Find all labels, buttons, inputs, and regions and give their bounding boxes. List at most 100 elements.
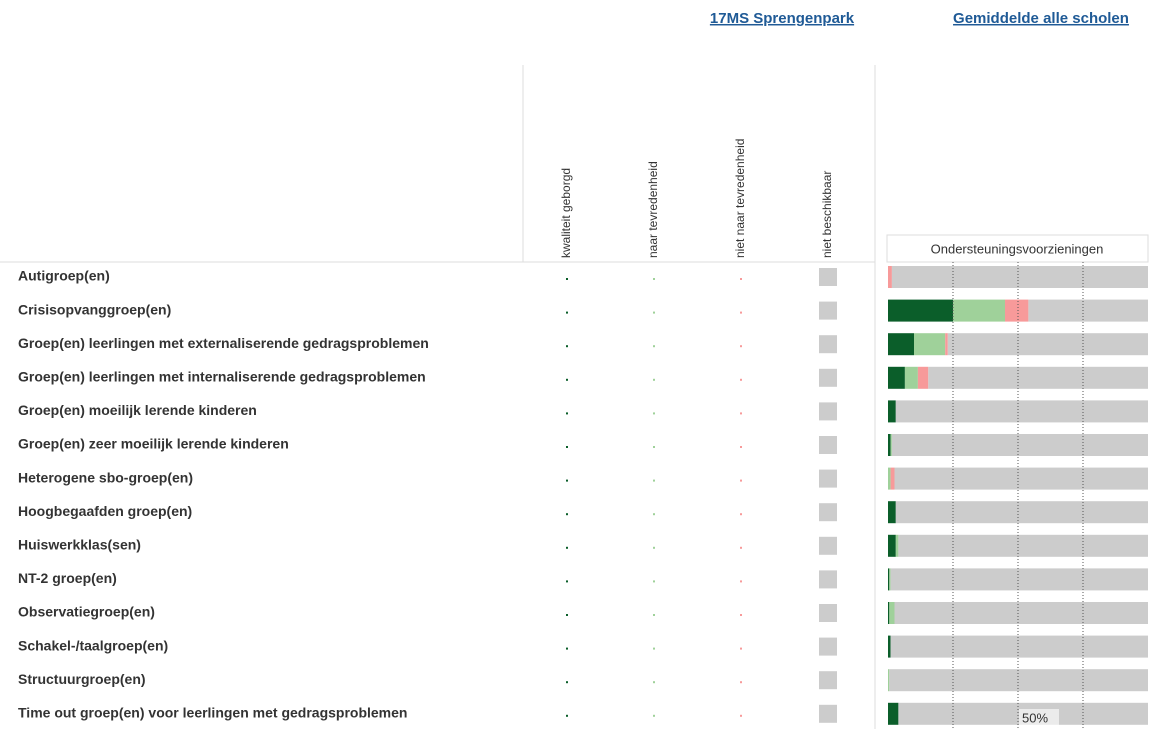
indicator-box [819,604,837,622]
indicator-dot [740,378,742,381]
indicator-box [819,536,837,555]
bar-segment [898,534,1148,557]
bar-segment [947,333,1148,356]
indicator-dot [740,311,742,314]
bar-segment [888,635,891,658]
indicator-dot [653,580,655,583]
category-label: Heterogene sbo-groep(en) [18,469,193,485]
indicator-box [819,335,837,354]
indicator-dot [566,580,568,583]
bar-segment [889,602,895,624]
indicator-box [819,436,837,454]
bar-segment [890,568,1148,591]
bar-segment [888,366,905,389]
bar-segment [914,333,946,356]
bar-segment [894,467,1148,490]
indicator-dot [740,614,742,616]
bar-segment [891,266,1148,288]
indicator-dot [566,614,568,616]
category-label: Groep(en) moeilijk lerende kinderen [18,402,257,418]
bar-segment [888,467,891,490]
category-label: Groep(en) zeer moeilijk lerende kinderen [18,436,289,452]
bar-segment [890,467,895,490]
indicator-box [819,268,837,286]
indicator-dot [740,412,742,415]
bar-segment [888,299,953,322]
bar-segment [888,534,896,557]
bar-segment [888,602,890,624]
indicator-dot [566,479,568,482]
category-label: Huiswerkklas(sen) [18,537,141,553]
indicator-dot [566,681,568,684]
indicator-dot [566,412,568,415]
category-label: Crisisopvanggroep(en) [18,301,171,317]
bar-segment [928,366,1148,389]
category-label: Groep(en) leerlingen met externaliserend… [18,335,429,351]
bar-segment [888,333,914,356]
bar-segment [888,501,896,524]
bar-segment [1028,299,1148,322]
category-label: Autigroep(en) [18,268,110,284]
indicator-dot [566,714,568,717]
indicator-dot [653,278,655,280]
indicator-box [819,301,837,320]
bar-segment [895,501,1148,524]
category-label: Groep(en) leerlingen met internaliserend… [18,369,426,385]
indicator-box [819,570,837,589]
bar-segment [895,534,899,557]
indicator-box [819,402,837,421]
indicator-box [819,469,837,488]
indicator-box [819,637,837,656]
x-tick-label: 50% [1022,710,1048,725]
category-label: Hoogbegaafden groep(en) [18,503,192,519]
indicator-dot [566,546,568,549]
bar-segment [888,568,890,591]
bar-segment [889,568,891,591]
indicator-dot [740,681,742,684]
indicator-dot [653,311,655,314]
indicator-box [819,503,837,522]
column-header: naar tevredenheid [646,161,660,258]
indicator-dot [566,513,568,516]
bar-segment [894,602,1148,624]
indicator-dot [653,714,655,717]
indicator-dot [653,345,655,348]
indicator-box [819,671,837,690]
indicator-dot [566,278,568,280]
indicator-box [819,368,837,387]
bar-segment [1005,299,1029,322]
bar-segment [891,434,1148,456]
indicator-dot [740,345,742,348]
indicator-dot [653,546,655,549]
indicator-dot [566,345,568,348]
bar-segment [889,669,1148,692]
average-link[interactable]: Gemiddelde alle scholen [953,10,1129,27]
category-label: Observatiegroep(en) [18,604,155,620]
bar-segment [890,434,892,456]
indicator-dot [566,647,568,650]
indicator-dot [740,647,742,650]
category-label: Schakel-/taalgroep(en) [18,637,168,653]
bar-segment [888,266,892,288]
chart-title: Ondersteuningsvoorzieningen [931,241,1104,256]
bar-segment [953,299,1005,322]
bar-segment [888,400,896,423]
school-link[interactable]: 17MS Sprengenpark [710,10,855,27]
indicator-dot [653,681,655,684]
indicator-dot [740,513,742,516]
bar-segment [945,333,948,356]
bar-segment [890,635,1148,658]
category-label: Structuurgroep(en) [18,671,146,687]
indicator-dot [740,446,742,448]
indicator-dot [653,614,655,616]
indicator-dot [653,479,655,482]
indicator-dot [740,580,742,583]
category-label: NT-2 groep(en) [18,570,117,586]
indicator-dot [653,647,655,650]
column-header: niet naar tevredenheid [733,139,747,258]
indicator-dot [740,546,742,549]
indicator-dot [566,446,568,448]
bar-segment [895,400,1148,423]
bar-segment [888,434,891,456]
